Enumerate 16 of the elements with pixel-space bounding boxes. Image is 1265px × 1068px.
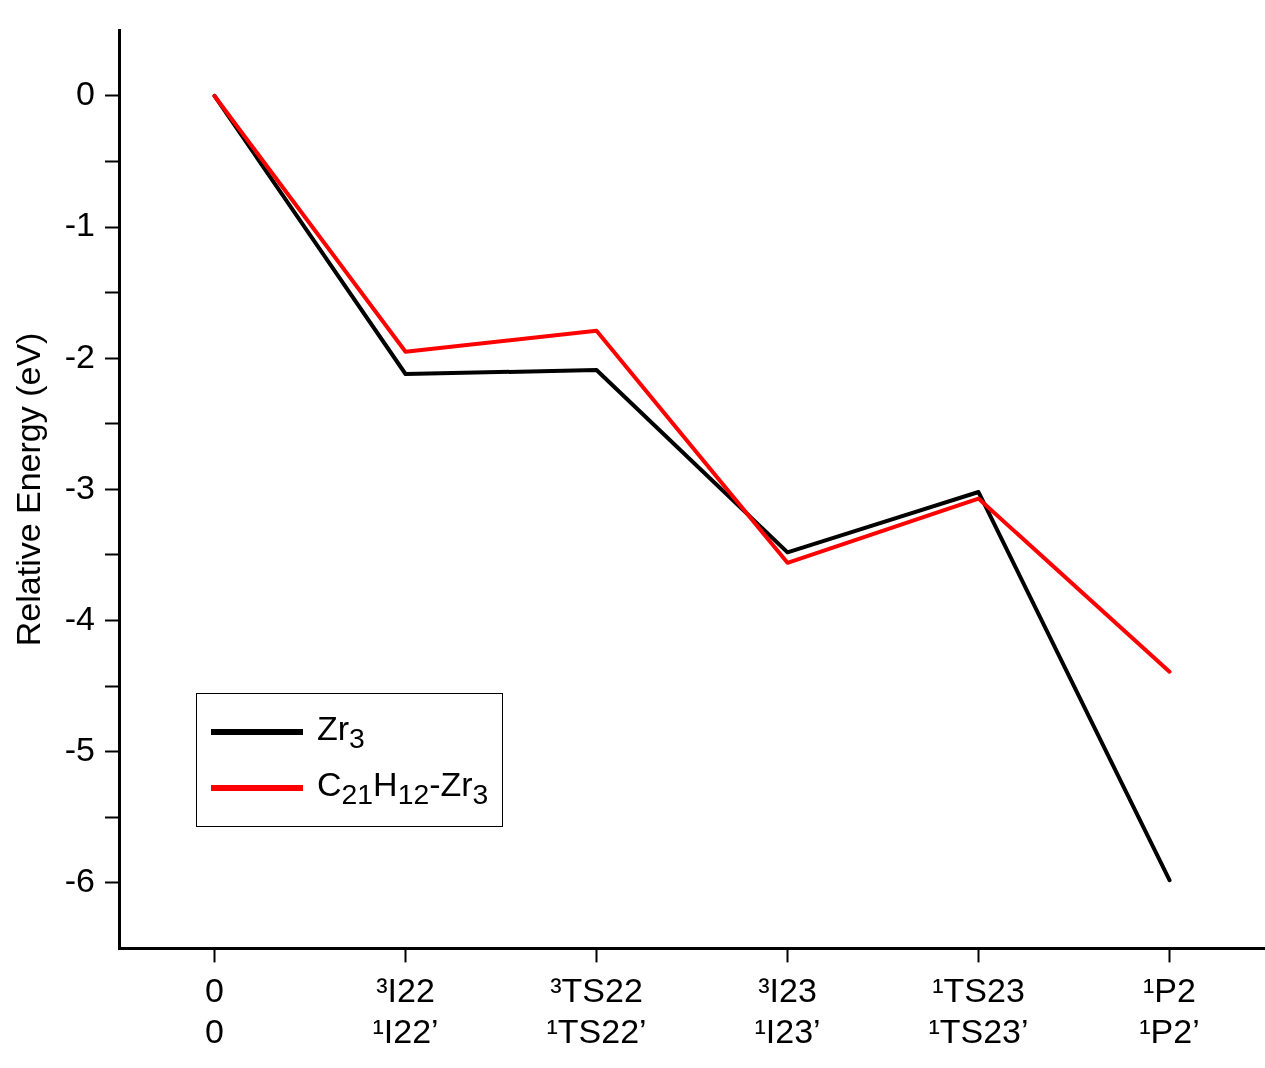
y-tick-label: -1 xyxy=(64,205,96,244)
y-tick-label: -6 xyxy=(64,861,96,900)
y-tick-label: -2 xyxy=(64,336,96,375)
x-tick-label: ³I23 ¹I23’ xyxy=(754,971,821,1050)
y-axis-title: Relative Energy (eV) xyxy=(8,332,47,647)
x-tick-label: ³I22 ¹I22’ xyxy=(372,971,439,1050)
x-tick-label: ¹TS23 ¹TS23’ xyxy=(928,971,1029,1050)
legend-label: Zr$_{3}$ xyxy=(317,709,365,755)
y-tick-label: -4 xyxy=(64,598,96,637)
x-tick-label: ¹P2 ¹P2’ xyxy=(1139,971,1200,1050)
y-tick-label: -5 xyxy=(64,730,96,769)
legend-label: C$_{21}$H$_{12}$-Zr$_{3}$ xyxy=(317,765,489,811)
y-tick-label: 0 xyxy=(76,74,96,113)
x-tick-label: ³TS22 ¹TS22’ xyxy=(546,971,647,1050)
y-tick-label: -3 xyxy=(64,467,96,506)
x-tick-label: 0 0 xyxy=(205,971,224,1050)
